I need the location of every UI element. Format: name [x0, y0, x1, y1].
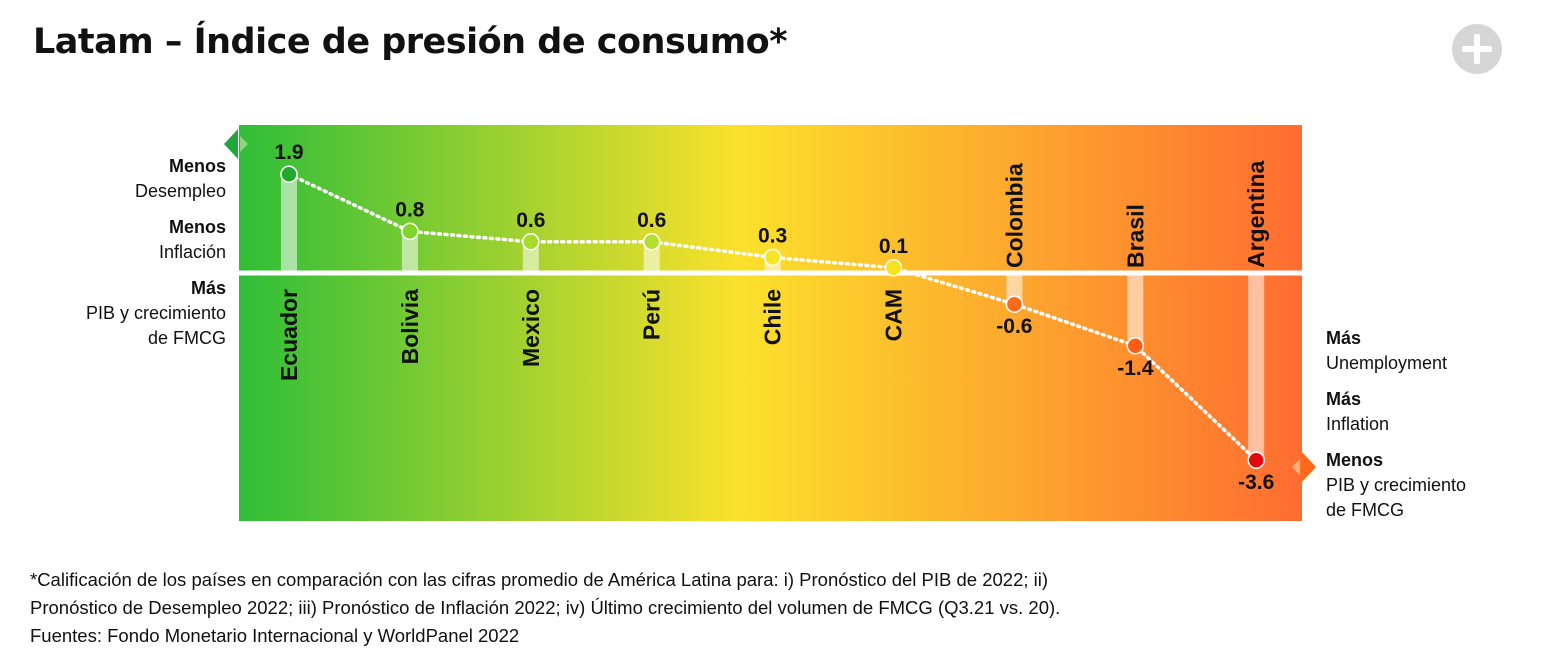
chart-title: Latam – Índice de presión de consumo* — [33, 22, 788, 62]
stem-bar — [1127, 273, 1144, 346]
orange-arrow-marker — [1302, 452, 1316, 482]
stem-bar — [522, 241, 539, 273]
zero-baseline — [239, 270, 1302, 276]
right-legend: Más Unemployment Más Inflation Menos PIB… — [1326, 326, 1541, 523]
footnote-line-1: *Calificación de los países en comparaci… — [30, 569, 1049, 590]
stem-bar — [1006, 273, 1023, 305]
value-label: 0.6 — [637, 209, 666, 232]
category-label: Ecuador — [276, 289, 302, 381]
category-label: Mexico — [518, 289, 544, 367]
stem-bar — [401, 231, 418, 273]
value-label: -0.6 — [996, 315, 1032, 338]
category-label: Colombia — [1001, 163, 1027, 268]
data-point — [1247, 451, 1265, 469]
stem-bar — [643, 241, 660, 273]
data-point — [763, 248, 782, 267]
value-label: 0.8 — [395, 198, 425, 221]
stem-bar — [281, 174, 297, 273]
left-legend-text-3a: PIB y crecimiento — [85, 303, 226, 323]
data-point — [1005, 295, 1024, 313]
data-point — [884, 259, 903, 277]
value-label: 0.1 — [879, 235, 909, 258]
category-label: CAM — [881, 289, 907, 341]
chart-background — [239, 125, 1302, 521]
category-label: Argentina — [1243, 160, 1269, 268]
right-legend-text-1: Unemployment — [1326, 353, 1448, 373]
stem-bar — [1248, 273, 1265, 461]
right-legend-bold-3: Menos — [1326, 450, 1384, 470]
orange-arrow-marker-light — [1292, 459, 1300, 475]
value-label: 1.9 — [274, 141, 303, 164]
data-point — [401, 222, 419, 241]
left-legend-text-2: Inflación — [158, 242, 226, 262]
value-label: -3.6 — [1238, 471, 1274, 494]
green-arrow-marker — [224, 129, 238, 159]
right-legend-bold-2: Más — [1326, 389, 1362, 409]
right-legend-text-3b: de FMCG — [1326, 500, 1405, 520]
green-arrow-marker-light — [240, 136, 248, 152]
value-label: 0.3 — [758, 224, 787, 247]
data-point — [1126, 337, 1145, 355]
left-legend-bold-3: Más — [190, 278, 226, 298]
right-legend-bold-1: Más — [1326, 328, 1362, 348]
value-label: -1.4 — [1117, 357, 1154, 380]
category-label: Bolivia — [397, 289, 423, 365]
left-legend-bold-2: Menos — [168, 217, 226, 237]
right-legend-text-2: Inflation — [1326, 414, 1390, 434]
trend-line — [287, 172, 1258, 462]
category-label: Perú — [639, 289, 665, 340]
footnote-line-2: Pronóstico de Desempleo 2022; iii) Pronó… — [30, 597, 1061, 618]
left-legend: Menos Desempleo Menos Inflación Más PIB … — [30, 154, 226, 351]
footnote: *Calificación de los países en comparaci… — [30, 566, 1510, 650]
plus-icon[interactable] — [1452, 24, 1502, 74]
left-legend-text-3b: de FMCG — [147, 328, 226, 348]
category-label: Chile — [760, 289, 786, 345]
footnote-line-3: Fuentes: Fondo Monetario Internacional y… — [30, 625, 520, 646]
data-point — [280, 165, 298, 183]
category-label: Brasil — [1122, 204, 1148, 268]
left-legend-bold-1: Menos — [168, 156, 226, 176]
left-legend-text-1: Desempleo — [134, 181, 226, 201]
value-label: 0.6 — [516, 209, 545, 232]
data-point — [642, 233, 661, 251]
right-legend-text-3a: PIB y crecimiento — [1326, 475, 1467, 495]
data-point — [522, 233, 540, 251]
